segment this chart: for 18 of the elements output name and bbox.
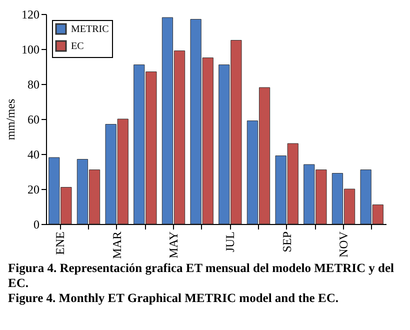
y-tick-label: 100 (22, 42, 40, 56)
x-tick-label: MAY (166, 231, 180, 258)
y-tick-label: 60 (28, 112, 40, 126)
y-tick-label: 120 (22, 8, 40, 22)
legend-label: METRIC (71, 24, 110, 35)
legend-label: EC (71, 41, 84, 52)
x-tick-label: MAR (110, 232, 124, 259)
y-tick-label: 20 (28, 182, 40, 196)
x-tick-label: NOV (336, 231, 350, 258)
caption: Figure 4. Monthly ET Graphical METRIC model and the EC. (8, 291, 340, 306)
x-tick-label: SEP (280, 231, 294, 252)
y-axis-title: mm/mes (4, 98, 18, 140)
x-tick-label: JUL (223, 232, 238, 252)
y-tick-label: 80 (28, 78, 40, 92)
text: Figura 4. Representación grafica ET mensual del modelo METRIC y del EC. (8, 261, 395, 291)
x-tick-label: ENE (53, 232, 68, 255)
y-tick-label: 0 (34, 218, 40, 232)
y-tick-label: 40 (28, 148, 40, 162)
